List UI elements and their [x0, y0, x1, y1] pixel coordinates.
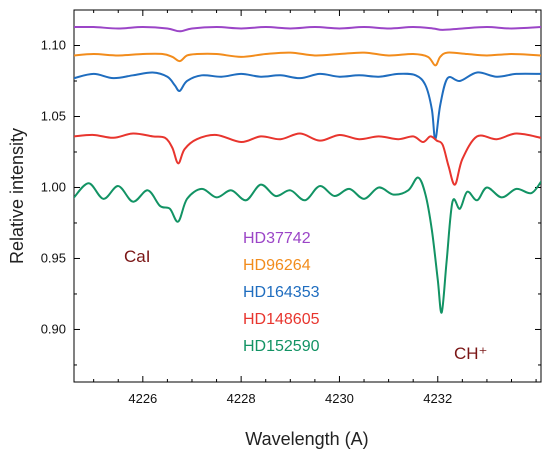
- series-line-hd96264: [74, 51, 541, 67]
- annotation-ch-plus: CH⁺: [454, 344, 488, 363]
- y-tick-label: 1.00: [41, 179, 66, 194]
- y-axis-title: Relative intensity: [7, 128, 27, 264]
- y-tick-label: 1.05: [41, 108, 66, 123]
- x-tick-label: 4232: [423, 391, 452, 406]
- legend-label-hd152590: HD152590: [243, 338, 320, 355]
- y-tick-label: 1.10: [41, 37, 66, 52]
- legend-label-hd148605: HD148605: [243, 311, 320, 328]
- x-axis-title: Wavelength (A): [245, 429, 368, 449]
- x-tick-label: 4230: [325, 391, 354, 406]
- legend-label-hd164353: HD164353: [243, 284, 320, 301]
- y-tick-label: 0.90: [41, 321, 66, 336]
- series-layer: [74, 25, 541, 314]
- legend-label-hd37742: HD37742: [243, 230, 311, 247]
- legend: HD37742 HD96264 HD164353 HD148605 HD1525…: [243, 230, 320, 355]
- axis-ticks: 4226 4228 4230 4232 0.90 0.95 1.00 1.05 1.10: [41, 9, 541, 406]
- y-tick-label: 0.95: [41, 250, 66, 265]
- x-tick-label: 4226: [128, 391, 157, 406]
- series-line-hd37742: [74, 25, 541, 33]
- series-line-hd164353: [74, 71, 541, 141]
- x-tick-label: 4228: [227, 391, 256, 406]
- series-line-hd148605: [74, 132, 541, 186]
- annotation-cai: CaI: [124, 247, 150, 266]
- legend-label-hd96264: HD96264: [243, 257, 311, 274]
- series-line-hd152590: [74, 176, 541, 314]
